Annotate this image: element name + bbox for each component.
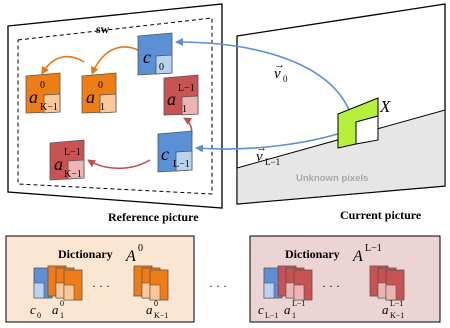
block-a1-0: a 0 1: [81, 72, 117, 114]
svg-text:a: a: [52, 302, 59, 317]
svg-text:K−1: K−1: [40, 102, 58, 113]
svg-text:0: 0: [40, 80, 45, 91]
svg-text:K−1: K−1: [390, 311, 404, 320]
block-cL1: c L−1: [157, 130, 193, 173]
dictionary-0-c0-label: c 0: [30, 302, 41, 320]
dictionary-0-aK-stack: [133, 265, 169, 301]
svg-text:a: a: [54, 154, 63, 174]
svg-text:K−1: K−1: [64, 169, 82, 180]
motion-vector-v0-arrow: [175, 38, 351, 113]
svg-text:0: 0: [138, 243, 143, 254]
svg-text:c: c: [258, 302, 264, 317]
svg-text:1: 1: [292, 311, 296, 320]
svg-text:0: 0: [159, 62, 164, 73]
between-dictionaries-ellipsis: · · ·: [209, 279, 227, 293]
svg-text:L−1: L−1: [64, 147, 81, 158]
dictionary-0-a1-stack: [47, 265, 83, 301]
arrow-a1-0-to-aK1-0: [41, 55, 85, 75]
arrow-c0-to-a1-0: [91, 46, 143, 75]
current-picture-label: Current picture: [340, 208, 422, 222]
svg-text:c: c: [143, 47, 151, 67]
dictionary-L1-a1-stack: [277, 265, 313, 301]
motion-vector-vL1-arrow: [195, 129, 351, 153]
svg-text:→: →: [274, 59, 285, 71]
block-a1-L1: a L−1 1: [163, 74, 199, 116]
svg-text:L−1: L−1: [292, 299, 305, 308]
svg-text:v: v: [274, 66, 281, 82]
dictionary-0-inner-ellipsis: · · ·: [92, 279, 110, 293]
svg-text:1: 1: [182, 104, 187, 115]
svg-text:a: a: [382, 302, 389, 317]
svg-text:a: a: [86, 87, 95, 107]
dictionary-0-c0-block: [33, 267, 53, 299]
svg-text:1: 1: [100, 102, 105, 113]
dictionary-L1-a1-label: a L−1 1: [284, 299, 305, 320]
dictionary-0-a1-label: a 0 1: [52, 299, 64, 320]
svg-text:a: a: [146, 302, 153, 317]
svg-text:0: 0: [154, 299, 158, 308]
svg-text:c: c: [30, 302, 36, 317]
dictionary-L1-inner-ellipsis: · · ·: [322, 279, 340, 293]
block-x: [337, 97, 379, 149]
search-window-border: [17, 17, 213, 195]
dictionary-0-aK-label: a 0 K−1: [146, 299, 168, 320]
svg-text:0: 0: [60, 299, 64, 308]
svg-text:0: 0: [98, 80, 103, 91]
block-x-label: X: [379, 97, 391, 116]
dictionary-L1-aK-label: a L−1 K−1: [382, 299, 404, 320]
svg-text:L−1: L−1: [390, 299, 403, 308]
svg-text:L−1: L−1: [178, 83, 195, 94]
svg-text:→: →: [256, 142, 267, 154]
svg-text:Dictionary: Dictionary: [58, 247, 113, 261]
svg-text:1: 1: [60, 311, 64, 320]
svg-text:L−1: L−1: [365, 243, 382, 254]
dictionary-L1-aK-stack: [369, 265, 405, 301]
svg-text:c: c: [161, 144, 169, 164]
svg-text:A: A: [352, 248, 363, 265]
unknown-pixels-label: Unknown pixels: [296, 173, 368, 184]
block-c0: c 0: [137, 32, 173, 76]
dictionary-L1-cL1-label: c L−1: [258, 302, 278, 320]
svg-text:L−1: L−1: [265, 157, 280, 167]
svg-text:0: 0: [283, 74, 288, 84]
svg-text:K−1: K−1: [154, 311, 168, 320]
svg-text:a: a: [167, 89, 176, 109]
dictionary-0-title: Dictionary A 0: [58, 243, 143, 265]
block-aK1-0: a 0 K−1: [25, 72, 61, 114]
reference-picture-label: Reference picture: [108, 210, 199, 224]
svg-text:L−1: L−1: [173, 159, 190, 170]
svg-text:a: a: [284, 302, 291, 317]
v0-label: → v 0: [274, 59, 288, 84]
block-aK1-L1: a L−1 K−1: [49, 139, 85, 181]
svg-text:L−1: L−1: [265, 311, 278, 320]
svg-text:Dictionary: Dictionary: [285, 247, 340, 261]
svg-text:0: 0: [37, 311, 41, 320]
svg-text:A: A: [125, 248, 136, 265]
svg-text:a: a: [29, 87, 38, 107]
search-window-label: sw: [96, 22, 110, 36]
arrow-cL1-to-aK1-L1: [87, 159, 151, 170]
dictionary-L1-title: Dictionary A L−1: [285, 243, 382, 265]
svg-text:v: v: [256, 149, 263, 165]
vL1-label: → v L−1: [256, 142, 280, 167]
